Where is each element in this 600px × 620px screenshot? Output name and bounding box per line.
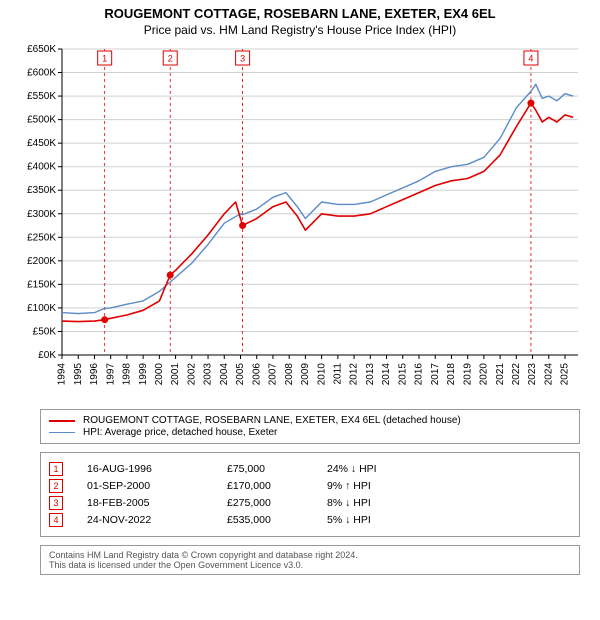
svg-text:1997: 1997 [105, 363, 116, 386]
sale-row-marker: 3 [49, 496, 63, 510]
root: ROUGEMONT COTTAGE, ROSEBARN LANE, EXETER… [0, 0, 600, 620]
svg-text:2021: 2021 [495, 363, 506, 386]
svg-text:£250K: £250K [27, 232, 56, 243]
sale-row-diff: 24% ↓ HPI [327, 463, 571, 475]
sale-row-price: £275,000 [227, 497, 327, 509]
svg-text:£650K: £650K [27, 44, 56, 55]
svg-text:2020: 2020 [479, 363, 490, 386]
legend-swatch [49, 432, 75, 433]
svg-text:2025: 2025 [560, 363, 571, 386]
svg-text:2008: 2008 [284, 363, 295, 386]
svg-text:2002: 2002 [186, 363, 197, 386]
footer-box: Contains HM Land Registry data © Crown c… [40, 545, 580, 575]
svg-text:2014: 2014 [381, 363, 392, 386]
svg-text:2003: 2003 [203, 363, 214, 386]
svg-text:£100K: £100K [27, 303, 56, 314]
svg-text:2022: 2022 [511, 363, 522, 386]
svg-text:£400K: £400K [27, 162, 56, 173]
sale-row-price: £75,000 [227, 463, 327, 475]
svg-text:2000: 2000 [154, 363, 165, 386]
svg-text:2001: 2001 [170, 363, 181, 386]
svg-text:1: 1 [102, 54, 107, 64]
legend-row: ROUGEMONT COTTAGE, ROSEBARN LANE, EXETER… [49, 415, 571, 426]
svg-text:2006: 2006 [251, 363, 262, 386]
svg-text:2005: 2005 [235, 363, 246, 386]
svg-text:2010: 2010 [316, 363, 327, 386]
sale-row: 3 18-FEB-2005£275,0008% ↓ HPI [49, 496, 571, 510]
svg-text:£50K: £50K [33, 326, 57, 337]
page-subtitle: Price paid vs. HM Land Registry's House … [0, 23, 600, 37]
sale-row: 2 01-SEP-2000£170,0009% ↑ HPI [49, 479, 571, 493]
sales-box: 1 16-AUG-1996£75,00024% ↓ HPI 2 01-SEP-2000… [40, 452, 580, 537]
page-title: ROUGEMONT COTTAGE, ROSEBARN LANE, EXETER… [0, 6, 600, 21]
svg-text:1998: 1998 [122, 363, 133, 386]
sale-row-marker: 1 [49, 462, 63, 476]
sale-row-diff: 8% ↓ HPI [327, 497, 571, 509]
sale-row-date: 18-FEB-2005 [87, 497, 227, 509]
svg-text:2007: 2007 [268, 363, 279, 386]
svg-text:2015: 2015 [397, 363, 408, 386]
svg-text:£500K: £500K [27, 115, 56, 126]
sale-row-date: 24-NOV-2022 [87, 514, 227, 526]
svg-text:3: 3 [240, 54, 245, 64]
sale-dot-3 [239, 222, 246, 229]
svg-text:2011: 2011 [332, 363, 343, 385]
legend-label: ROUGEMONT COTTAGE, ROSEBARN LANE, EXETER… [83, 415, 461, 426]
svg-text:1999: 1999 [138, 363, 149, 386]
footer-line-2: This data is licensed under the Open Gov… [49, 560, 571, 570]
legend-box: ROUGEMONT COTTAGE, ROSEBARN LANE, EXETER… [40, 409, 580, 444]
svg-text:£0K: £0K [38, 350, 56, 361]
sale-row-marker: 4 [49, 513, 63, 527]
svg-text:1995: 1995 [73, 363, 84, 386]
sale-row: 1 16-AUG-1996£75,00024% ↓ HPI [49, 462, 571, 476]
sale-row-price: £535,000 [227, 514, 327, 526]
svg-text:2004: 2004 [219, 363, 230, 386]
price-chart: £0K £50K £100K £150K £200K £250K £300K £350K £40… [10, 41, 590, 401]
svg-text:2009: 2009 [300, 363, 311, 386]
sale-dot-1 [101, 316, 108, 323]
svg-text:2: 2 [168, 54, 173, 64]
legend-label: HPI: Average price, detached house, Exet… [83, 427, 277, 438]
sale-row-date: 01-SEP-2000 [87, 480, 227, 492]
svg-text:£200K: £200K [27, 256, 56, 267]
svg-text:2019: 2019 [462, 363, 473, 386]
sale-dot-2 [167, 271, 174, 278]
svg-text:2017: 2017 [430, 363, 441, 386]
footer-line-1: Contains HM Land Registry data © Crown c… [49, 550, 571, 560]
legend-row: HPI: Average price, detached house, Exet… [49, 427, 571, 438]
sale-row-price: £170,000 [227, 480, 327, 492]
sale-row-marker: 2 [49, 479, 63, 493]
sale-dot-4 [527, 100, 534, 107]
legend-swatch [49, 420, 75, 422]
svg-text:2016: 2016 [414, 363, 425, 386]
svg-text:2013: 2013 [365, 363, 376, 386]
svg-text:2018: 2018 [446, 363, 457, 386]
svg-text:£450K: £450K [27, 138, 56, 149]
svg-text:£350K: £350K [27, 185, 56, 196]
sale-row-diff: 9% ↑ HPI [327, 480, 571, 492]
sale-row: 4 24-NOV-2022£535,0005% ↓ HPI [49, 513, 571, 527]
svg-text:£150K: £150K [27, 279, 56, 290]
svg-text:£550K: £550K [27, 91, 56, 102]
svg-text:1996: 1996 [89, 363, 100, 386]
svg-text:2012: 2012 [349, 363, 360, 386]
sale-row-date: 16-AUG-1996 [87, 463, 227, 475]
svg-text:1994: 1994 [57, 363, 68, 386]
svg-text:4: 4 [528, 54, 533, 64]
svg-text:2023: 2023 [527, 363, 538, 386]
sale-row-diff: 5% ↓ HPI [327, 514, 571, 526]
svg-text:£300K: £300K [27, 209, 56, 220]
svg-text:£600K: £600K [27, 68, 56, 79]
svg-text:2024: 2024 [543, 363, 554, 386]
